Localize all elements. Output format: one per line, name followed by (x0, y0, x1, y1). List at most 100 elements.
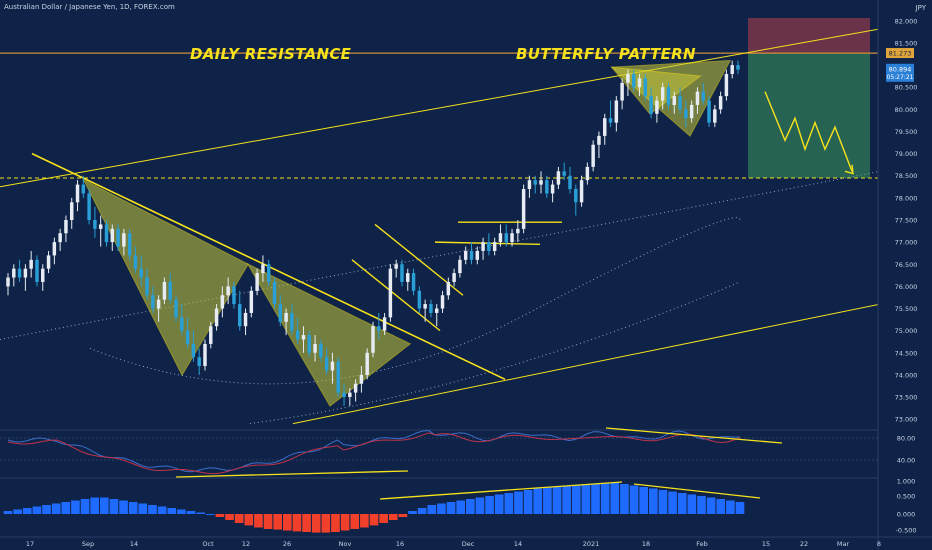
candle-body (324, 357, 329, 371)
price-tick-label: 78.000 (895, 194, 918, 202)
candle-body (655, 100, 659, 114)
time-tick-label: 15 (762, 540, 770, 548)
candle-body (608, 118, 613, 123)
macd-bar (138, 503, 148, 514)
macd-bar (32, 506, 42, 514)
time-tick-label: Mar (837, 540, 850, 548)
candle-body (446, 281, 451, 296)
macd-bar (504, 493, 514, 514)
time-tick-label: 14 (514, 540, 522, 548)
harmonic-triangle-2 (246, 262, 412, 407)
candle-body (168, 281, 172, 300)
candle-body (127, 233, 132, 256)
candle-body (545, 180, 549, 194)
macd-bar (562, 485, 571, 514)
candle-body (458, 259, 462, 274)
macd-bar (100, 497, 109, 514)
candle-body (666, 87, 671, 105)
macd-bar (668, 491, 677, 514)
macd-bar (90, 497, 99, 514)
macd-bar (485, 496, 494, 514)
candle-body (93, 220, 97, 229)
candle-body (301, 335, 306, 340)
macd-bar (639, 487, 648, 514)
candle-body (220, 295, 225, 309)
candle-body (307, 335, 312, 353)
stoch-tick-label: 80.00 (897, 435, 916, 443)
candle-body (417, 290, 422, 309)
time-tick-label: Nov (339, 540, 352, 548)
candle-body (510, 233, 514, 243)
candle-body (481, 242, 485, 251)
macd-bar (437, 503, 446, 514)
macd-bar (71, 500, 80, 514)
candle-body (487, 242, 491, 251)
price-tick-label: 75.000 (895, 327, 918, 335)
candle-body (319, 343, 323, 358)
last-price-badge (886, 63, 914, 82)
candle-body (64, 220, 68, 234)
candle-body (214, 308, 219, 327)
macd-bar (340, 514, 350, 531)
stoch-divergence-line (605, 427, 783, 444)
candle-body (684, 109, 688, 119)
macd-bar (119, 500, 128, 514)
macd-bar (581, 484, 591, 514)
macd-bar (629, 485, 639, 514)
candle-body (209, 326, 213, 344)
candle-body (371, 326, 375, 353)
candle-body (290, 312, 294, 331)
macd-bar (331, 514, 340, 532)
macd-bar (543, 487, 552, 514)
candle-body (556, 171, 561, 185)
harmonic-triangle-1 (82, 178, 249, 377)
macd-bar (148, 505, 157, 514)
candle-body (284, 312, 288, 322)
symbol-title: Australian Dollar / Japanese Yen, 1D, FO… (4, 3, 175, 11)
candle-body (382, 317, 387, 331)
upper-channel-line (0, 24, 901, 188)
candle-body (348, 392, 352, 398)
macd-tick-label: 0.500 (897, 493, 916, 501)
candle-body (249, 290, 254, 313)
price-tick-label: 73.000 (895, 416, 918, 424)
candle-body (162, 281, 167, 300)
candle-body (713, 109, 717, 123)
macd-bar (263, 514, 273, 529)
macd-bar (658, 490, 668, 514)
stoch-k-line (7, 430, 741, 473)
macd-trend-line-1 (379, 481, 623, 500)
macd-bar (196, 512, 205, 514)
candle-body (550, 184, 555, 194)
candle-body (452, 273, 456, 282)
candle-body (411, 273, 416, 291)
macd-tick-label: 0.000 (897, 511, 916, 519)
macd-bar (533, 488, 543, 514)
daily-resistance-label: DAILY RESISTANCE (190, 45, 352, 63)
candle-body (585, 166, 590, 181)
price-tick-label: 75.500 (895, 305, 918, 313)
candle-body (203, 343, 207, 367)
macd-bar (494, 494, 504, 514)
candle-body (521, 189, 526, 229)
candle-body (620, 82, 624, 101)
candle-body (469, 250, 474, 260)
macd-bar (456, 500, 465, 514)
take-profit-zone (748, 53, 870, 178)
time-tick-label: 22 (800, 540, 808, 548)
macd-bar (51, 503, 61, 514)
time-tick-label: 2021 (583, 540, 600, 548)
candle-body (151, 295, 155, 309)
countdown-text: 05:27:21 (887, 74, 914, 81)
candle-body (197, 357, 201, 367)
macd-bar (697, 496, 706, 514)
macd-bar (22, 508, 32, 514)
macd-bar (466, 499, 475, 514)
macd-bar (600, 483, 610, 514)
candle-body (336, 361, 340, 393)
candle-body (104, 224, 109, 243)
macd-bar (726, 500, 735, 514)
macd-bar (735, 502, 745, 514)
candle-body (35, 259, 39, 282)
